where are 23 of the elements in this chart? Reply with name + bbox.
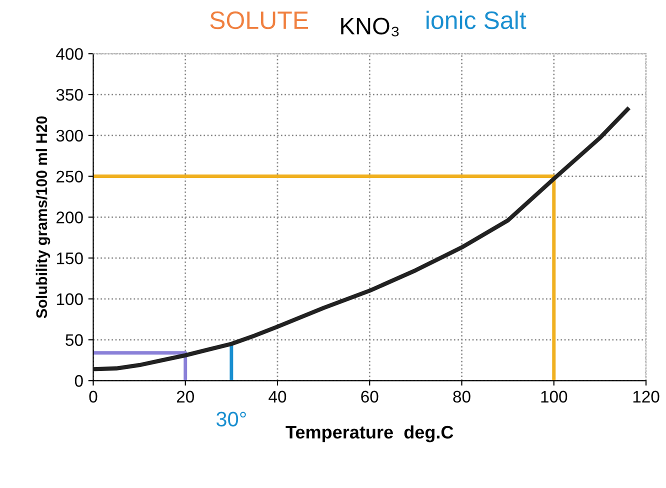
x-tick-label: 0 <box>89 390 98 403</box>
y-tick-label: 150 <box>56 252 83 264</box>
y-axis-title: Solubility grams/100 ml H20 <box>36 116 50 318</box>
y-tick-label: 400 <box>56 48 83 60</box>
chart-title: KNO₃ <box>341 18 399 36</box>
text: SOLUTE <box>210 11 308 30</box>
y-tick-label: 300 <box>56 130 83 142</box>
line-series <box>93 107 630 372</box>
text: ionic Salt <box>426 10 526 30</box>
annotation: 30° <box>216 412 246 426</box>
x-tick-label: 60 <box>361 390 378 403</box>
x-tick-label: 40 <box>268 390 286 403</box>
x-tick-label: 80 <box>453 390 470 403</box>
x-tick-label: 20 <box>176 390 194 403</box>
y-tick-label: 350 <box>56 88 83 101</box>
y-tick-label: 0 <box>74 375 83 387</box>
y-tick-label: 200 <box>56 212 83 224</box>
x-tick-label: 100 <box>541 390 568 403</box>
x-tick-label: 120 <box>633 390 660 403</box>
y-tick-label: 50 <box>66 334 83 346</box>
y-tick-label: 250 <box>56 170 83 182</box>
x-axis-title: Temperature deg.C <box>286 425 454 442</box>
y-tick-label: 100 <box>56 293 83 306</box>
